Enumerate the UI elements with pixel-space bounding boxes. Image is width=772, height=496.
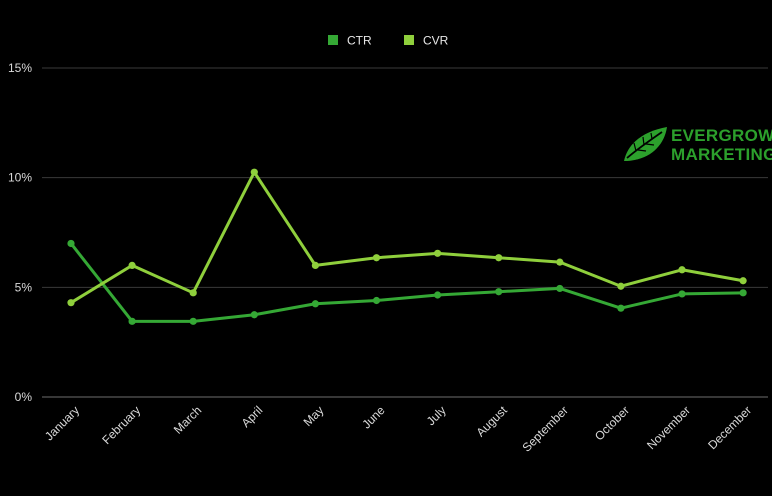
brand-name-line2: MARKETING <box>671 145 772 164</box>
data-point <box>434 291 442 299</box>
data-point <box>739 277 747 285</box>
series-ctr <box>67 239 747 325</box>
series-line <box>70 170 744 304</box>
data-point <box>617 304 625 312</box>
x-tick-label: July <box>424 403 449 428</box>
x-tick-label: February <box>99 403 143 447</box>
brand-logo: EVERGROW MARKETING <box>624 126 772 164</box>
data-point <box>372 254 381 262</box>
legend: CTR CVR <box>328 34 449 48</box>
x-tick-label: June <box>359 403 388 432</box>
brand-name-line1: EVERGROW <box>671 126 772 145</box>
data-point <box>495 254 503 262</box>
data-point <box>250 311 258 319</box>
x-tick-label: November <box>644 403 693 452</box>
x-axis: January February March April May June July Augu… <box>42 403 754 455</box>
data-point <box>250 168 258 176</box>
x-tick-label: March <box>171 403 204 436</box>
legend-swatch <box>328 35 338 45</box>
data-point <box>67 299 75 307</box>
data-point <box>67 239 75 248</box>
y-tick-label: 15% <box>8 61 32 75</box>
data-point <box>495 288 503 296</box>
x-tick-label: January <box>42 403 82 443</box>
x-tick-label: April <box>239 403 266 430</box>
leaf-icon <box>624 127 667 161</box>
data-point <box>189 289 197 297</box>
series-lines <box>67 168 747 325</box>
y-axis: 0% 5% 10% 15% <box>8 61 32 404</box>
series-line <box>69 242 744 323</box>
y-tick-label: 10% <box>8 171 32 185</box>
data-point <box>556 284 564 293</box>
data-point <box>311 261 319 269</box>
data-point <box>372 296 381 305</box>
data-point <box>434 249 442 257</box>
data-point <box>678 290 686 298</box>
data-point <box>556 258 564 266</box>
x-tick-label: August <box>474 403 511 440</box>
y-tick-label: 0% <box>15 390 33 404</box>
x-tick-label: September <box>520 403 571 454</box>
x-tick-label: October <box>592 403 632 443</box>
data-point <box>739 289 747 297</box>
data-point <box>311 300 319 308</box>
data-point <box>189 317 197 325</box>
grid-lines <box>42 67 768 398</box>
x-tick-label: December <box>705 403 754 452</box>
data-point <box>617 282 625 290</box>
series-cvr <box>67 168 747 307</box>
x-tick-label: May <box>301 403 327 429</box>
data-point <box>128 317 136 325</box>
legend-label: CTR <box>347 34 372 48</box>
data-point <box>128 261 136 269</box>
y-tick-label: 5% <box>15 280 33 294</box>
legend-label: CVR <box>423 34 449 48</box>
data-point <box>678 266 686 274</box>
legend-swatch <box>404 35 414 45</box>
